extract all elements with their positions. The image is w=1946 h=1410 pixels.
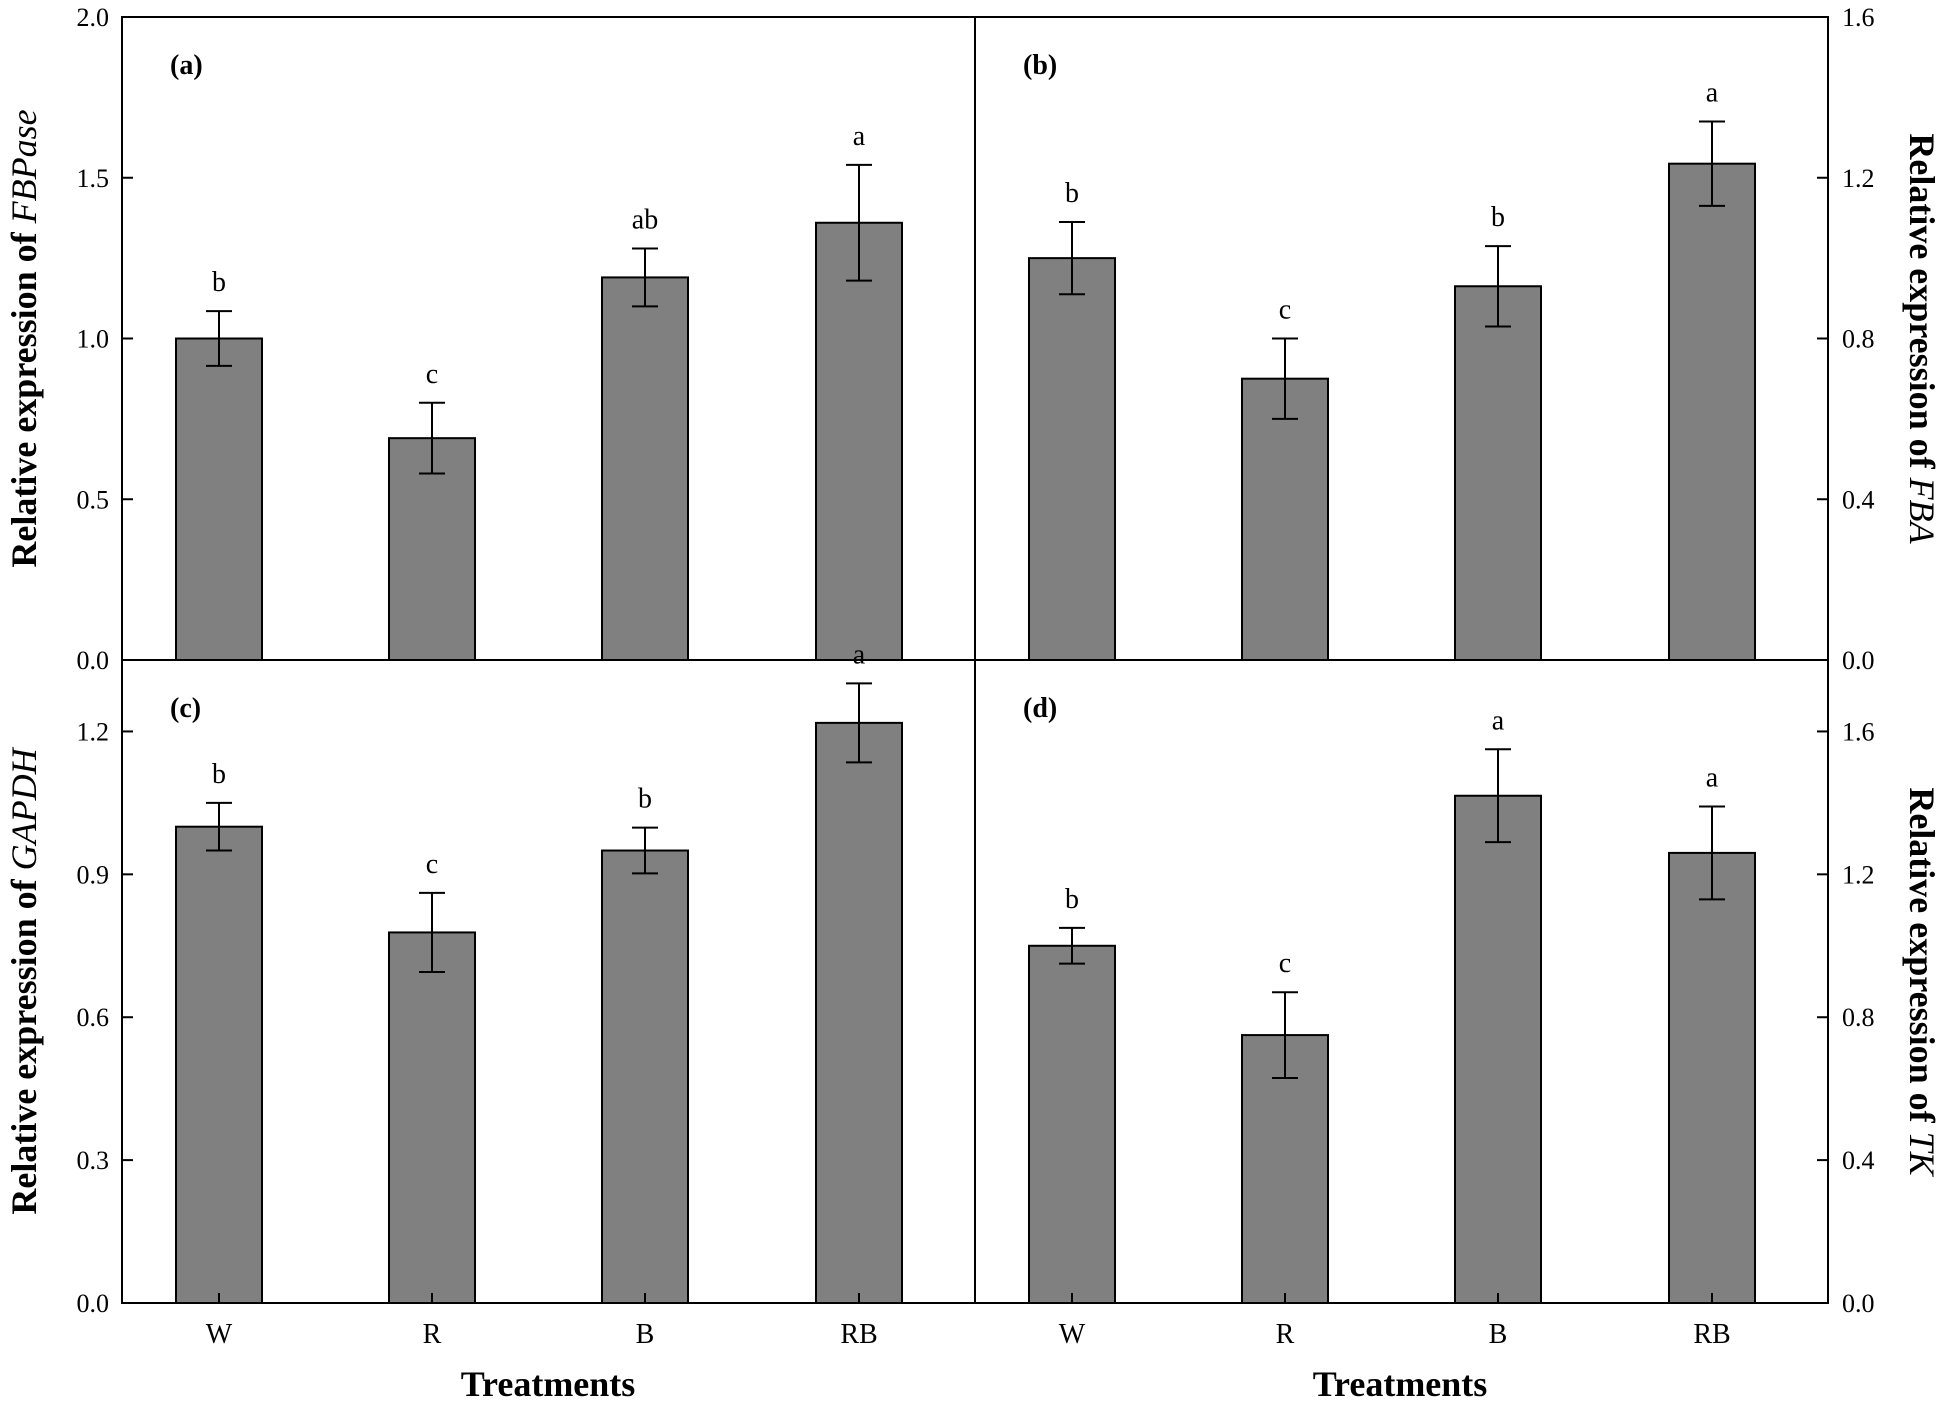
bar-W [175, 825, 263, 1304]
y-tick-label: 0.0 [77, 646, 110, 675]
x-axis-title-left: Treatments [461, 1364, 636, 1404]
bar-B [601, 849, 689, 1304]
significance-label: c [426, 359, 438, 390]
panel-frame [974, 659, 1829, 1304]
y-axis-title: Relative expression of GAPDH [4, 746, 44, 1214]
significance-label: c [1279, 295, 1291, 326]
significance-label: a [1492, 705, 1505, 736]
significance-label: a [853, 121, 866, 152]
panel-label: (b) [1023, 50, 1057, 81]
y-tick-label: 0.6 [77, 1003, 110, 1032]
y-tick-label: 0.8 [1842, 325, 1875, 354]
y-tick-label: 1.2 [1842, 860, 1875, 889]
significance-label: ab [632, 204, 658, 235]
y-tick-label: 0.0 [1842, 646, 1875, 675]
bar-R [1241, 1034, 1329, 1305]
x-axis-title-right: Treatments [1313, 1364, 1488, 1404]
y-axis-title-prefix: Relative expression of [1902, 133, 1942, 477]
y-tick-label: 1.2 [1842, 164, 1875, 193]
significance-label: a [1706, 762, 1719, 793]
bar-RB [1668, 851, 1756, 1305]
y-axis-title-gene: GAPDH [4, 746, 44, 870]
y-tick-label: 0.9 [77, 860, 110, 889]
bar-W [1028, 944, 1116, 1304]
significance-label: c [426, 849, 438, 880]
y-axis-title-gene: FBA [1902, 477, 1942, 545]
y-axis-title-prefix: Relative expression of [4, 870, 44, 1214]
y-axis-title-prefix: Relative expression of [4, 223, 44, 567]
panel-a: (a) 0.0 0.5 1.0 1.5 2.0 Relative expression of… [4, 3, 976, 675]
bar-B [1454, 794, 1542, 1304]
y-tick-label: 0.8 [1842, 1003, 1875, 1032]
y-axis-title: Relative expression of TK [1902, 787, 1942, 1177]
y-tick-label: 0.4 [1842, 1146, 1875, 1175]
x-tick-label: W [206, 1319, 233, 1350]
x-tick-label: W [1059, 1319, 1086, 1350]
bar-B [601, 276, 689, 661]
significance-label: c [1279, 948, 1291, 979]
x-tick-label: RB [840, 1319, 877, 1350]
y-tick-label: 1.6 [1842, 3, 1875, 32]
y-tick-label: 1.2 [77, 717, 110, 746]
x-tick-label: B [1489, 1319, 1508, 1350]
y-tick-label: 2.0 [77, 3, 110, 32]
panel-b: (b) 0.0 0.4 0.8 1.2 1.6 Relative expression of… [974, 3, 1942, 675]
y-tick-label: 1.0 [77, 325, 110, 354]
panel-label: (d) [1023, 693, 1057, 724]
significance-label: a [1706, 77, 1719, 108]
x-tick-label: R [1276, 1319, 1295, 1350]
significance-label: b [1065, 884, 1079, 915]
significance-label: b [638, 784, 652, 815]
bar-R [1241, 377, 1329, 661]
y-axis-title-gene: FBPase [4, 109, 44, 224]
bar-R [388, 931, 476, 1304]
y-axis-title: Relative expression of FBPase [4, 109, 44, 567]
bar-RB [815, 221, 903, 661]
y-axis-title-gene: TK [1902, 1132, 1942, 1178]
panel-label: (a) [170, 50, 203, 81]
y-tick-label: 0.3 [77, 1146, 110, 1175]
bar-RB [1668, 162, 1756, 661]
y-axis-title: Relative expression of FBA [1902, 133, 1942, 544]
panels: (a) 0.0 0.5 1.0 1.5 2.0 Relative expression of… [4, 3, 1942, 1350]
y-axis-title-prefix: Relative expression of [1902, 787, 1942, 1131]
panel-c: (c) 0.0 0.3 0.6 0.9 1.2 Relative expression of… [4, 639, 976, 1350]
y-tick-label: 0.0 [1842, 1289, 1875, 1318]
bar-B [1454, 285, 1542, 661]
y-tick-label: 0.0 [77, 1289, 110, 1318]
x-tick-label: B [636, 1319, 655, 1350]
panel-label: (c) [170, 693, 201, 724]
significance-label: b [212, 267, 226, 298]
bar-W [175, 337, 263, 661]
panel-d: (d) 0.0 0.4 0.8 1.2 1.6 Relative expression of… [974, 659, 1942, 1350]
y-tick-label: 1.6 [1842, 717, 1875, 746]
significance-label: b [1065, 178, 1079, 209]
bar-W [1028, 257, 1116, 661]
significance-label: b [1491, 202, 1505, 233]
y-tick-label: 0.4 [1842, 485, 1875, 514]
y-tick-label: 0.5 [77, 485, 110, 514]
x-tick-label: R [423, 1319, 442, 1350]
y-tick-label: 1.5 [77, 164, 110, 193]
significance-label: b [212, 759, 226, 790]
x-tick-label: RB [1693, 1319, 1730, 1350]
bar-RB [815, 721, 903, 1304]
significance-label: a [853, 639, 866, 670]
